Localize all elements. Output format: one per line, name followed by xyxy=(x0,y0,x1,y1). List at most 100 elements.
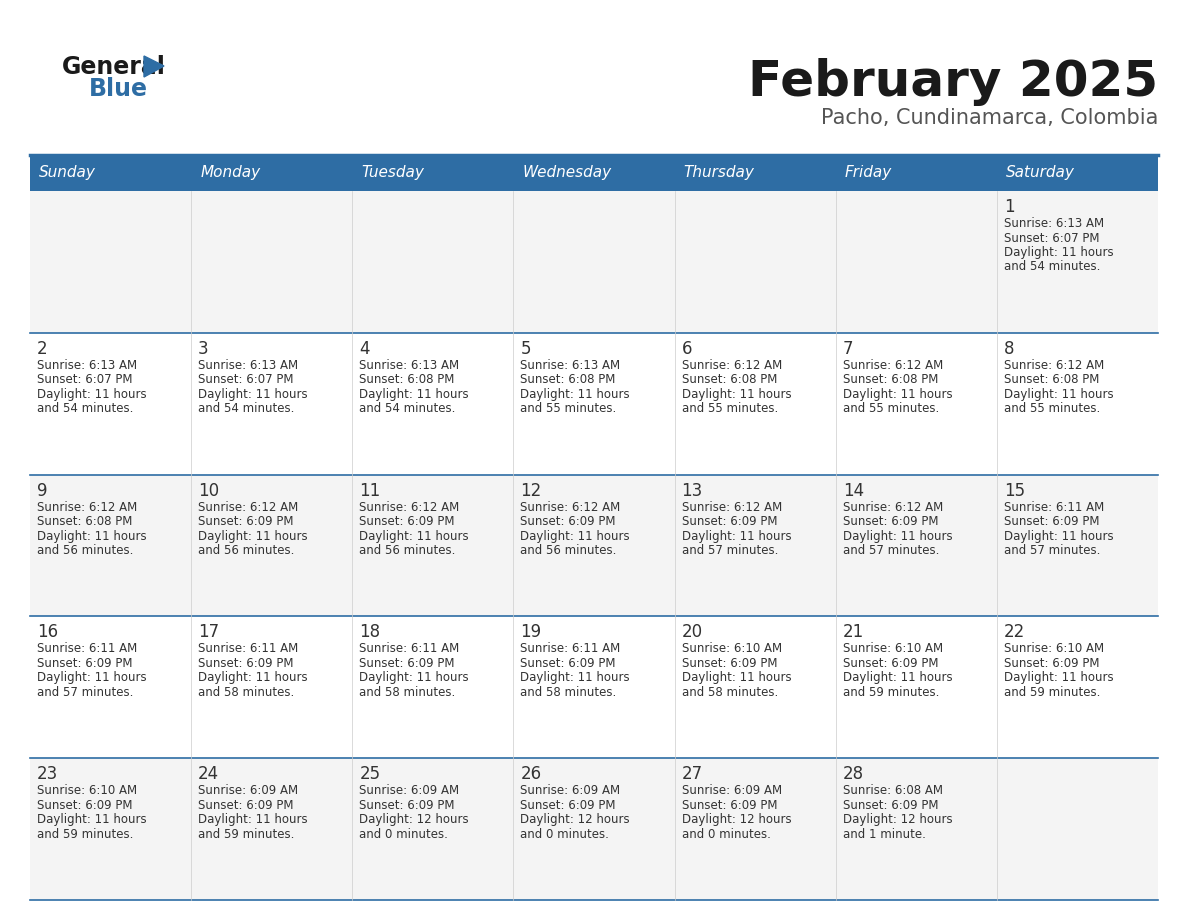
Text: 25: 25 xyxy=(359,766,380,783)
Text: Sunrise: 6:09 AM: Sunrise: 6:09 AM xyxy=(359,784,460,797)
Text: 8: 8 xyxy=(1004,340,1015,358)
Bar xyxy=(997,191,1158,333)
Bar xyxy=(997,333,1158,475)
Text: Sunrise: 6:10 AM: Sunrise: 6:10 AM xyxy=(1004,643,1104,655)
Text: 19: 19 xyxy=(520,623,542,642)
Text: and 0 minutes.: and 0 minutes. xyxy=(682,828,771,841)
Bar xyxy=(513,191,675,333)
Text: Sunset: 6:09 PM: Sunset: 6:09 PM xyxy=(682,515,777,528)
Bar xyxy=(30,475,191,616)
Text: 27: 27 xyxy=(682,766,702,783)
Text: Sunset: 6:09 PM: Sunset: 6:09 PM xyxy=(842,799,939,812)
Text: Daylight: 11 hours: Daylight: 11 hours xyxy=(842,671,953,685)
Text: and 55 minutes.: and 55 minutes. xyxy=(520,402,617,415)
Text: Sunset: 6:09 PM: Sunset: 6:09 PM xyxy=(842,657,939,670)
Text: 10: 10 xyxy=(198,482,220,499)
Text: General: General xyxy=(62,55,166,79)
Text: Daylight: 12 hours: Daylight: 12 hours xyxy=(520,813,630,826)
Bar xyxy=(353,475,513,616)
Bar xyxy=(30,333,191,475)
Text: Sunset: 6:07 PM: Sunset: 6:07 PM xyxy=(198,374,293,386)
Text: Sunrise: 6:09 AM: Sunrise: 6:09 AM xyxy=(520,784,620,797)
Text: Sunrise: 6:10 AM: Sunrise: 6:10 AM xyxy=(37,784,137,797)
Text: Sunrise: 6:12 AM: Sunrise: 6:12 AM xyxy=(682,359,782,372)
Text: and 54 minutes.: and 54 minutes. xyxy=(37,402,133,415)
Text: Daylight: 11 hours: Daylight: 11 hours xyxy=(1004,387,1113,401)
Text: Daylight: 11 hours: Daylight: 11 hours xyxy=(198,387,308,401)
Text: Daylight: 12 hours: Daylight: 12 hours xyxy=(359,813,469,826)
Text: 24: 24 xyxy=(198,766,220,783)
Text: 5: 5 xyxy=(520,340,531,358)
Text: Sunrise: 6:13 AM: Sunrise: 6:13 AM xyxy=(198,359,298,372)
Text: 20: 20 xyxy=(682,623,702,642)
Text: 16: 16 xyxy=(37,623,58,642)
Text: and 56 minutes.: and 56 minutes. xyxy=(359,544,456,557)
Text: and 57 minutes.: and 57 minutes. xyxy=(682,544,778,557)
Text: Sunrise: 6:12 AM: Sunrise: 6:12 AM xyxy=(198,500,298,513)
Text: 17: 17 xyxy=(198,623,220,642)
Bar xyxy=(513,616,675,758)
Text: Sunset: 6:07 PM: Sunset: 6:07 PM xyxy=(37,374,133,386)
Text: Sunrise: 6:12 AM: Sunrise: 6:12 AM xyxy=(842,500,943,513)
Text: Daylight: 11 hours: Daylight: 11 hours xyxy=(682,671,791,685)
Text: Sunset: 6:09 PM: Sunset: 6:09 PM xyxy=(198,799,293,812)
Text: and 58 minutes.: and 58 minutes. xyxy=(359,686,455,699)
Bar xyxy=(513,758,675,900)
Text: 1: 1 xyxy=(1004,198,1015,216)
Bar xyxy=(191,758,353,900)
Text: Sunrise: 6:11 AM: Sunrise: 6:11 AM xyxy=(198,643,298,655)
Text: 12: 12 xyxy=(520,482,542,499)
Bar xyxy=(191,475,353,616)
Text: Sunset: 6:09 PM: Sunset: 6:09 PM xyxy=(359,799,455,812)
Text: 4: 4 xyxy=(359,340,369,358)
Text: and 56 minutes.: and 56 minutes. xyxy=(520,544,617,557)
Text: and 0 minutes.: and 0 minutes. xyxy=(359,828,448,841)
Text: Daylight: 11 hours: Daylight: 11 hours xyxy=(1004,246,1113,259)
Text: Thursday: Thursday xyxy=(683,165,754,181)
Text: Daylight: 11 hours: Daylight: 11 hours xyxy=(359,671,469,685)
Text: and 57 minutes.: and 57 minutes. xyxy=(1004,544,1100,557)
Text: Sunrise: 6:09 AM: Sunrise: 6:09 AM xyxy=(682,784,782,797)
Bar xyxy=(30,758,191,900)
Text: Sunset: 6:08 PM: Sunset: 6:08 PM xyxy=(359,374,455,386)
Text: Sunset: 6:09 PM: Sunset: 6:09 PM xyxy=(520,657,615,670)
Bar xyxy=(675,191,835,333)
Text: Sunset: 6:09 PM: Sunset: 6:09 PM xyxy=(1004,515,1099,528)
Text: Sunset: 6:09 PM: Sunset: 6:09 PM xyxy=(198,515,293,528)
Text: Daylight: 11 hours: Daylight: 11 hours xyxy=(1004,671,1113,685)
Text: Sunset: 6:09 PM: Sunset: 6:09 PM xyxy=(520,799,615,812)
Text: and 54 minutes.: and 54 minutes. xyxy=(198,402,295,415)
Text: 13: 13 xyxy=(682,482,703,499)
Text: Sunset: 6:08 PM: Sunset: 6:08 PM xyxy=(842,374,939,386)
Text: Sunday: Sunday xyxy=(39,165,96,181)
Text: and 1 minute.: and 1 minute. xyxy=(842,828,925,841)
Bar xyxy=(353,616,513,758)
Bar xyxy=(353,758,513,900)
Bar xyxy=(835,758,997,900)
Text: Sunrise: 6:12 AM: Sunrise: 6:12 AM xyxy=(37,500,138,513)
Text: Sunset: 6:09 PM: Sunset: 6:09 PM xyxy=(198,657,293,670)
Text: Sunset: 6:09 PM: Sunset: 6:09 PM xyxy=(1004,657,1099,670)
Text: Sunrise: 6:11 AM: Sunrise: 6:11 AM xyxy=(37,643,138,655)
Text: and 55 minutes.: and 55 minutes. xyxy=(1004,402,1100,415)
Text: Wednesday: Wednesday xyxy=(523,165,612,181)
Text: and 56 minutes.: and 56 minutes. xyxy=(37,544,133,557)
Text: Sunset: 6:08 PM: Sunset: 6:08 PM xyxy=(1004,374,1099,386)
Bar xyxy=(997,758,1158,900)
Bar xyxy=(513,333,675,475)
Bar xyxy=(835,333,997,475)
Text: Daylight: 11 hours: Daylight: 11 hours xyxy=(842,530,953,543)
Text: Sunrise: 6:10 AM: Sunrise: 6:10 AM xyxy=(842,643,943,655)
Text: Sunrise: 6:12 AM: Sunrise: 6:12 AM xyxy=(1004,359,1104,372)
Text: Daylight: 11 hours: Daylight: 11 hours xyxy=(842,387,953,401)
Text: Sunset: 6:08 PM: Sunset: 6:08 PM xyxy=(682,374,777,386)
Text: Sunset: 6:09 PM: Sunset: 6:09 PM xyxy=(37,799,133,812)
Text: Daylight: 11 hours: Daylight: 11 hours xyxy=(198,813,308,826)
Text: and 58 minutes.: and 58 minutes. xyxy=(682,686,778,699)
Text: Daylight: 11 hours: Daylight: 11 hours xyxy=(682,387,791,401)
Text: Saturday: Saturday xyxy=(1006,165,1075,181)
Text: Sunset: 6:09 PM: Sunset: 6:09 PM xyxy=(520,515,615,528)
Text: Daylight: 11 hours: Daylight: 11 hours xyxy=(520,530,630,543)
Text: 28: 28 xyxy=(842,766,864,783)
Bar xyxy=(353,191,513,333)
